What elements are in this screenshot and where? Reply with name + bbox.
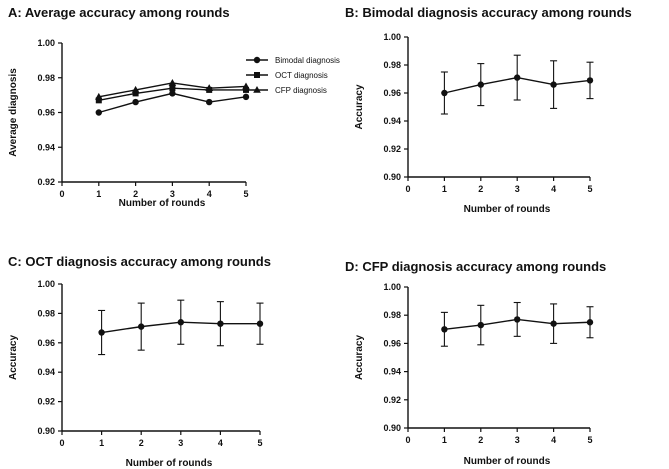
panel-a-x-tick-label: 2 xyxy=(133,189,138,199)
panel-a-cfp-diagnosis-point xyxy=(168,78,177,86)
panel-b-x-tick-label: 5 xyxy=(587,184,592,194)
panel-c-y-tick-label: 0.90 xyxy=(37,426,55,436)
legend-cfp-diagnosis-marker xyxy=(253,86,261,93)
panel-a-x-tick-label: 4 xyxy=(207,189,212,199)
legend-bimodal-diagnosis-marker xyxy=(253,56,261,64)
panel-a-y-tick-label: 0.96 xyxy=(37,108,55,118)
panel-b-series-0-point xyxy=(514,74,521,81)
panel-a-x-tick-label: 0 xyxy=(59,189,64,199)
panel-b-series-0-point xyxy=(477,81,484,88)
panel-c-y-tick-label: 0.96 xyxy=(37,338,55,348)
panel-d-title: D: CFP diagnosis accuracy among rounds xyxy=(345,259,606,274)
panel-b-x-tick-label: 1 xyxy=(442,184,447,194)
panel-c-series-0-point xyxy=(138,323,145,330)
panel-c-series-0-point xyxy=(256,320,264,327)
panel-d-series-0-point xyxy=(477,321,484,329)
panel-b-y-tick-label: 0.90 xyxy=(383,172,401,182)
panel-d-x-tick-label: 2 xyxy=(478,435,483,445)
panel-a-y-tick-label: 1.00 xyxy=(37,38,55,48)
panel-d-x-axis-label: Number of rounds xyxy=(464,456,551,467)
panel-a-oct-diagnosis-point xyxy=(95,97,102,104)
panel-a-x-tick-label: 1 xyxy=(96,189,101,199)
panel-b: B: Bimodal diagnosis accuracy among roun… xyxy=(345,5,632,215)
panel-c-x-tick-label: 2 xyxy=(139,438,144,448)
panel-d-y-tick-label: 0.92 xyxy=(383,395,401,405)
panel-c: C: OCT diagnosis accuracy among rounds 0.… xyxy=(8,254,271,469)
panel-a-y-axis-label: Average diagnosis xyxy=(8,68,19,157)
panel-a-title: A: Average accuracy among rounds xyxy=(8,5,230,20)
panel-d: D: CFP diagnosis accuracy among rounds 0.… xyxy=(345,259,606,467)
panel-c-x-tick-label: 3 xyxy=(178,438,183,448)
panel-d-y-tick-label: 0.90 xyxy=(383,423,401,433)
panel-c-y-tick-label: 0.94 xyxy=(37,367,55,377)
panel-a-x-axis-label: Number of rounds xyxy=(119,198,206,209)
panel-c-x-tick-label: 5 xyxy=(257,438,262,448)
panel-c-series-0-point xyxy=(217,320,224,327)
panel-c-y-tick-label: 1.00 xyxy=(37,279,55,289)
panel-a-y-tick-label: 0.98 xyxy=(37,73,55,83)
panel-b-y-tick-label: 0.96 xyxy=(383,88,401,98)
panel-b-y-axis-label: Accuracy xyxy=(354,84,365,129)
panel-a-x-tick-label: 3 xyxy=(170,189,175,199)
panel-d-y-tick-label: 0.96 xyxy=(383,338,401,348)
panel-b-series-0-point xyxy=(441,89,448,97)
panel-b-series-0-point xyxy=(550,81,557,88)
panel-a-cfp-diagnosis-point xyxy=(205,84,213,91)
panel-b-series-0-point xyxy=(586,77,594,84)
panel-b-x-axis-label: Number of rounds xyxy=(464,204,551,215)
panel-a-bimodal-diagnosis-point xyxy=(132,98,139,106)
panel-d-x-tick-label: 5 xyxy=(587,435,592,445)
panel-a: A: Average accuracy among rounds 0.92 0.94… xyxy=(8,5,340,209)
panel-c-x-axis-label: Number of rounds xyxy=(126,458,213,469)
panel-b-x-tick-label: 0 xyxy=(405,184,410,194)
panel-d-y-tick-label: 0.94 xyxy=(383,367,401,377)
panel-c-y-tick-label: 0.98 xyxy=(37,308,55,318)
panel-a-bimodal-diagnosis-point xyxy=(242,93,250,101)
panel-b-y-tick-label: 1.00 xyxy=(383,32,401,42)
panel-a-cfp-diagnosis-point xyxy=(242,82,250,90)
panel-c-x-tick-label: 1 xyxy=(99,438,104,448)
panel-a-cfp-diagnosis-point xyxy=(131,85,140,93)
panel-b-x-tick-label: 4 xyxy=(551,184,556,194)
panel-c-title: C: OCT diagnosis accuracy among rounds xyxy=(8,254,271,269)
panel-c-x-tick-label: 4 xyxy=(218,438,223,448)
legend-oct-diagnosis-label: OCT diagnosis xyxy=(275,71,328,80)
panel-b-y-tick-label: 0.92 xyxy=(383,144,401,154)
panel-d-x-tick-label: 1 xyxy=(442,435,447,445)
panel-a-cfp-diagnosis-point xyxy=(95,92,103,100)
panel-a-oct-diagnosis-point xyxy=(169,85,176,92)
panel-d-x-tick-label: 3 xyxy=(515,435,520,445)
legend-cfp-diagnosis-label: CFP diagnosis xyxy=(275,86,327,95)
panel-a-y-tick-label: 0.92 xyxy=(37,177,55,187)
panel-a-x-tick-label: 5 xyxy=(243,189,248,199)
panel-d-series-0-point xyxy=(514,316,521,323)
legend-oct-diagnosis-marker xyxy=(254,72,260,78)
panel-a-bimodal-diagnosis-point xyxy=(95,109,103,116)
panel-c-series-0-point xyxy=(98,329,105,336)
panel-d-series-0-point xyxy=(441,326,448,333)
panel-c-series-0-point xyxy=(177,319,184,326)
panel-c-y-axis-label: Accuracy xyxy=(8,335,19,380)
panel-d-y-axis-label: Accuracy xyxy=(354,335,365,380)
panel-c-y-tick-label: 0.92 xyxy=(37,397,55,407)
panel-c-x-tick-label: 0 xyxy=(59,438,64,448)
panel-a-bimodal-diagnosis-point xyxy=(169,90,176,97)
panel-b-y-tick-label: 0.94 xyxy=(383,116,401,126)
panel-d-x-tick-label: 0 xyxy=(405,435,410,445)
panel-b-x-tick-label: 3 xyxy=(515,184,520,194)
panel-d-y-tick-label: 1.00 xyxy=(383,282,401,292)
panel-a-bimodal-diagnosis-point xyxy=(206,98,213,106)
panel-d-series-0-point xyxy=(586,319,594,326)
panel-d-y-tick-label: 0.98 xyxy=(383,310,401,320)
legend-bimodal-diagnosis-label: Bimodal diagnosis xyxy=(275,56,340,65)
panel-d-series-0-point xyxy=(550,320,557,327)
panel-b-y-tick-label: 0.98 xyxy=(383,60,401,70)
panel-b-title: B: Bimodal diagnosis accuracy among roun… xyxy=(345,5,632,20)
panel-a-oct-diagnosis-point xyxy=(132,90,139,97)
panel-b-x-tick-label: 2 xyxy=(478,184,483,194)
panel-d-x-tick-label: 4 xyxy=(551,435,556,445)
panel-a-y-tick-label: 0.94 xyxy=(37,142,55,152)
